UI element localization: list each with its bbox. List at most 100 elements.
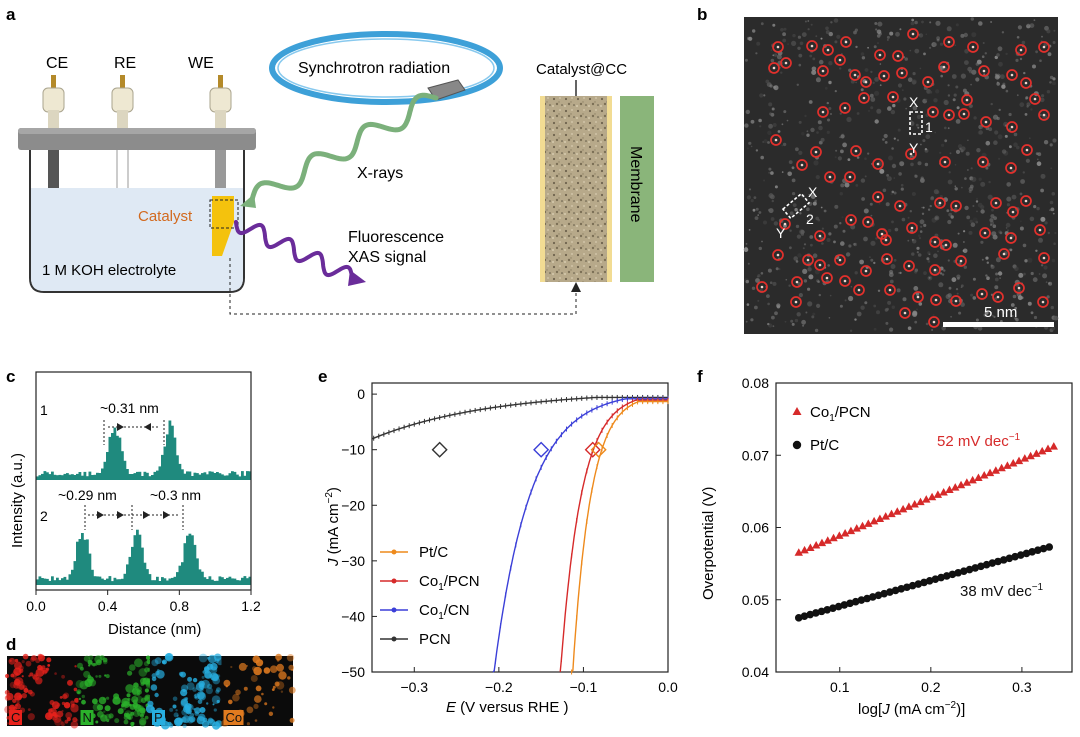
profile-bar [48, 580, 52, 585]
atom-center [932, 320, 936, 324]
atom-marker [839, 275, 851, 287]
series-point [887, 509, 896, 518]
series-point [823, 605, 832, 614]
atom-marker [990, 197, 1002, 209]
atom-center [900, 71, 904, 75]
profile-bar [211, 579, 214, 585]
series-pt-c [794, 543, 1054, 622]
atom-center [1025, 148, 1029, 152]
series-point [1028, 548, 1036, 556]
profile-bar [233, 578, 237, 585]
atom-marker [1005, 162, 1017, 174]
profile-bar [51, 471, 54, 480]
atom-center [1017, 286, 1021, 290]
series-point [823, 536, 832, 544]
y-tick-label: 0 [357, 386, 365, 402]
atom-center [876, 162, 880, 166]
series-line [372, 396, 668, 440]
legend-swatch-marker [391, 578, 397, 584]
profile-bar [93, 576, 97, 585]
profile-bar [208, 576, 212, 585]
series-point [903, 583, 911, 592]
atom-center [853, 73, 857, 77]
atom-center [776, 45, 780, 49]
series-point [897, 585, 906, 593]
profile-bar [221, 577, 224, 585]
profile-bar [98, 473, 102, 480]
legend-label: Co1/PCN [419, 573, 480, 593]
series-co1-cn [492, 396, 669, 673]
x-tick-label: 0.4 [98, 598, 118, 614]
y-axis-label-c: Intensity (a.u.) [9, 453, 26, 548]
atom-marker [862, 216, 874, 228]
profile-bar [56, 577, 59, 585]
atom-marker [824, 171, 836, 183]
series-point [922, 495, 931, 503]
profile-1-label: 1 [40, 402, 48, 418]
profile-2-label: 2 [40, 508, 48, 524]
series-marker [431, 441, 448, 458]
profile-bar [41, 578, 44, 585]
plot-frame-f [775, 382, 1073, 673]
profile-bar [168, 578, 172, 585]
svg-text:Y: Y [909, 140, 919, 156]
atom-center [996, 295, 1000, 299]
panel-e: e 0 −10 −20 −30 −40 −50 −0.3 −0.2 −0.1 0.0 Pt/C Co1… [318, 367, 678, 716]
atom-marker [840, 36, 852, 48]
series-point [886, 588, 894, 596]
legend-swatch [792, 407, 802, 415]
atom-center [814, 150, 818, 154]
profile-bar [81, 533, 84, 585]
atom-center [1042, 45, 1046, 49]
profile-bar [148, 476, 152, 480]
atom-marker [780, 57, 792, 69]
atom-marker [779, 218, 791, 230]
atom-marker [817, 106, 829, 118]
atom-marker [853, 284, 865, 296]
series-point [840, 528, 850, 537]
profile-bar [171, 425, 174, 480]
atom-marker [756, 281, 768, 293]
profile-bar [231, 578, 234, 585]
series-marker [590, 441, 607, 458]
atom-marker [980, 116, 992, 128]
atom-center [864, 269, 868, 273]
profile-bar [108, 436, 112, 480]
profile-bar [223, 475, 227, 480]
profile-bar [36, 579, 39, 585]
panel-letter-b: b [697, 5, 707, 24]
atom-marker [834, 254, 846, 266]
series-point [881, 512, 890, 520]
atom-marker [876, 228, 888, 240]
profile-bar [161, 577, 164, 585]
atom-marker [905, 148, 917, 160]
atom-marker [976, 288, 988, 300]
series-pcn [372, 394, 669, 458]
panel-letter-f: f [697, 367, 703, 386]
eds-map-c: C [4, 653, 80, 729]
profile-bar [208, 471, 212, 480]
profile-bar [91, 569, 94, 585]
profile-bar [151, 475, 154, 480]
profile-bar [178, 565, 182, 585]
series-point [1003, 461, 1012, 469]
eds-map-badge [9, 710, 22, 725]
profile-bar [111, 581, 114, 585]
atom-center [1024, 199, 1028, 203]
series-point [1032, 449, 1041, 457]
profile-bar [203, 472, 207, 480]
atom-center [965, 98, 969, 102]
profile-bar [141, 547, 144, 585]
carbon-cloth [540, 96, 612, 282]
synchrotron-label: Synchrotron radiation [298, 60, 450, 77]
profile-bar [53, 580, 57, 585]
y-tick-label: 0.05 [742, 592, 769, 608]
profile-bar [38, 475, 42, 480]
profile-bar [153, 580, 157, 585]
atom-marker [790, 296, 802, 308]
profile-bar [111, 433, 114, 480]
atom-center [916, 295, 920, 299]
atom-center [776, 253, 780, 257]
series-point [974, 473, 983, 481]
profile-bar [178, 463, 182, 480]
